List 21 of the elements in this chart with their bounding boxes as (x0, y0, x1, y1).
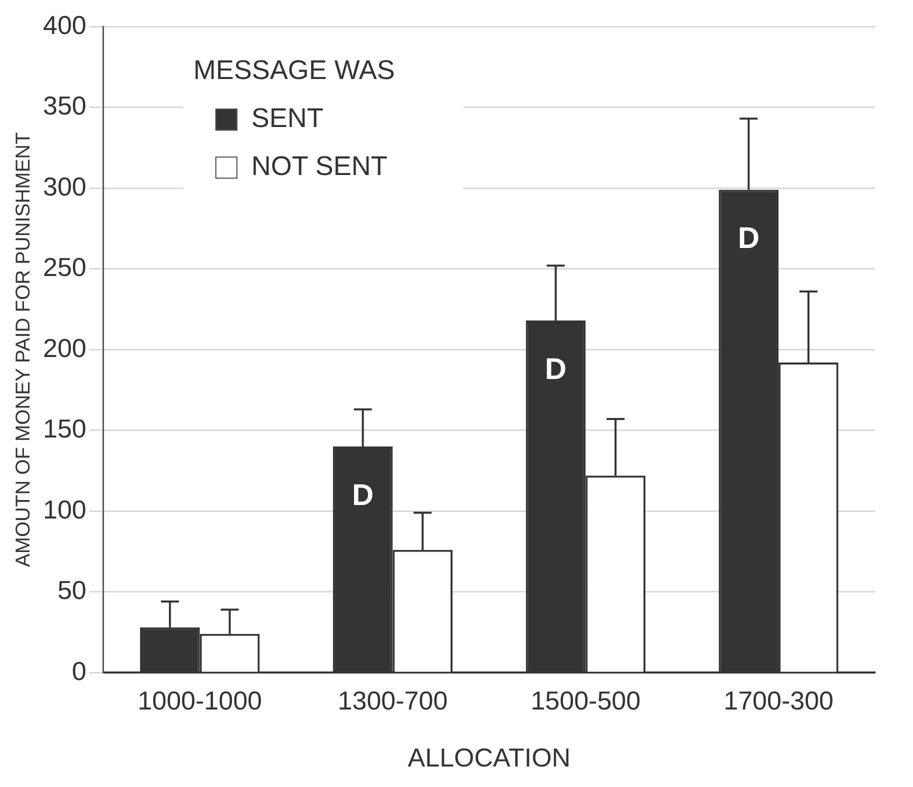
y-axis-title: AMOUTN OF MONEY PAID FOR PUNISHMENT (12, 132, 35, 568)
x-tick-label: 1700-300 (724, 685, 834, 716)
y-tick-label: 250 (42, 252, 86, 282)
x-axis-title: ALLOCATION (408, 742, 571, 773)
legend-label: NOT SENT (251, 151, 388, 182)
y-tick-label: 100 (42, 494, 86, 524)
annotation: D (544, 352, 567, 386)
y-tick-label: 300 (42, 171, 86, 202)
y-tick-label: 50 (57, 575, 86, 606)
x-tick-label: 1000-1000 (138, 685, 262, 716)
y-tick-label: 200 (42, 332, 86, 363)
y-tick-label: 0 (72, 656, 86, 686)
x-tick-label: 1300-700 (338, 685, 448, 716)
y-tick-label: 350 (42, 90, 86, 121)
annotation: D (352, 478, 374, 512)
y-tick-label: 400 (42, 10, 86, 40)
y-tick-label: 150 (42, 414, 86, 444)
annotation: D (738, 222, 760, 255)
x-tick-label: 1500-500 (530, 685, 641, 716)
legend-label: SENT (251, 103, 324, 134)
legend-title: MESSAGE WAS (193, 55, 395, 86)
